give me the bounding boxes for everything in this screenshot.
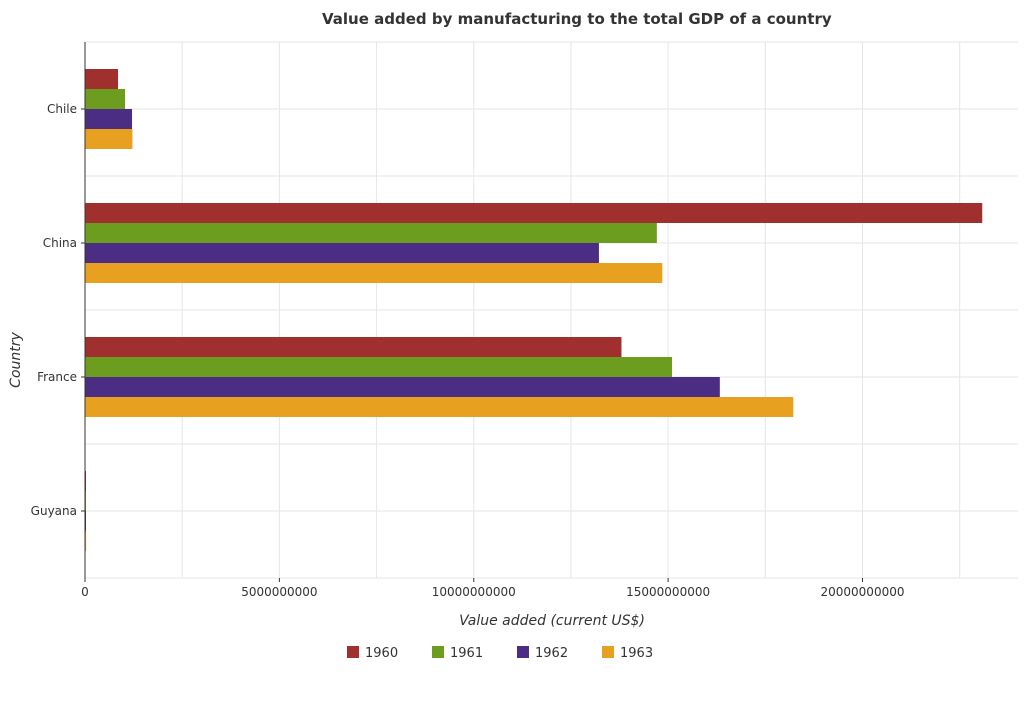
legend: 1960 1961 1962 1963 — [347, 646, 653, 661]
bar-china-1963 — [85, 263, 663, 283]
y-tick-label: Guyana — [31, 504, 77, 518]
legend-swatch-1960 — [347, 646, 359, 658]
bar-france-1961 — [85, 357, 673, 377]
legend-label-1962: 1962 — [535, 646, 568, 661]
bar-chile-1961 — [85, 89, 126, 109]
bar-france-1962 — [85, 377, 720, 397]
bar-guyana-1963 — [85, 531, 87, 551]
x-tick-label: 10000000000 — [432, 585, 516, 599]
legend-swatch-1961 — [432, 646, 444, 658]
bar-china-1960 — [85, 203, 983, 223]
legend-swatch-1963 — [602, 646, 614, 658]
legend-label-1960: 1960 — [365, 646, 398, 661]
bar-china-1961 — [85, 223, 657, 243]
y-tick-label: China — [43, 236, 77, 250]
axes: Chile China France Guyana 0 5000000000 1000000… — [31, 42, 905, 599]
bar-chile-1960 — [85, 69, 119, 89]
grid — [84, 41, 1018, 579]
bar-france-1963 — [85, 397, 794, 417]
x-tick-label: 0 — [81, 585, 89, 599]
bar-france-1960 — [85, 337, 622, 357]
legend-swatch-1962 — [517, 646, 529, 658]
legend-label-1963: 1963 — [620, 646, 653, 661]
y-tick-label: France — [37, 370, 77, 384]
y-tick-label: Chile — [47, 102, 77, 116]
bar-china-1962 — [85, 243, 599, 263]
x-axis-label: Value added (current US$) — [459, 613, 645, 629]
bars — [85, 69, 983, 551]
x-tick-label: 5000000000 — [241, 585, 317, 599]
x-tick-label: 20000000000 — [821, 585, 905, 599]
y-axis-label: Country — [8, 331, 24, 387]
bar-chile-1963 — [85, 129, 133, 149]
x-tick-label: 15000000000 — [626, 585, 710, 599]
bar-chile-1962 — [85, 109, 133, 129]
legend-label-1961: 1961 — [450, 646, 483, 661]
chart-title: Value added by manufacturing to the tota… — [322, 10, 832, 28]
